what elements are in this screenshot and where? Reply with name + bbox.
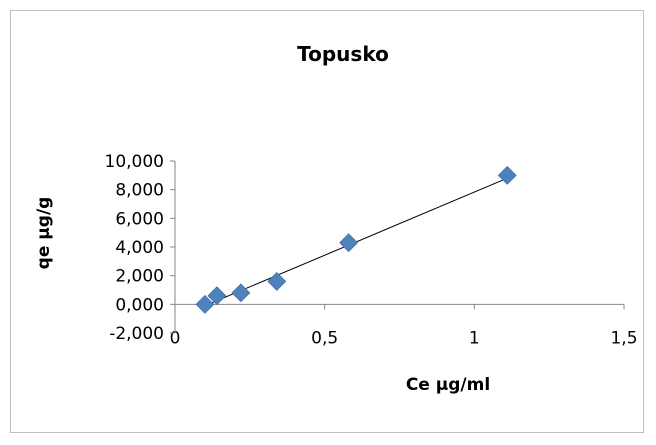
data-point — [339, 233, 359, 253]
chart-frame — [10, 10, 644, 433]
chart-title: Topusko — [297, 42, 389, 66]
y-tick-label: 2,000 — [115, 267, 164, 287]
y-tick-label: 8,000 — [115, 181, 164, 201]
y-axis-title: qe µg/g — [34, 197, 54, 270]
y-tick-label: 10,000 — [105, 152, 164, 172]
data-point — [207, 286, 227, 306]
data-point — [497, 165, 517, 185]
x-tick-label: 1 — [469, 328, 480, 348]
x-tick-label: 1,5 — [610, 328, 637, 348]
data-point — [267, 271, 287, 291]
x-tick-labels: 0 0,5 1 1,5 — [170, 328, 638, 348]
y-tick-label: -2,000 — [109, 324, 164, 344]
y-tick-label: 4,000 — [115, 238, 164, 258]
x-axis-title: Ce µg/ml — [406, 375, 490, 395]
y-tick-marks — [170, 160, 175, 334]
x-tick-label: 0,5 — [311, 328, 338, 348]
data-points — [195, 165, 517, 314]
data-point — [195, 294, 215, 314]
y-tick-labels: 10,000 8,000 6,000 4,000 2,000 0,000 -2,000 — [105, 152, 164, 344]
x-tick-marks — [174, 304, 625, 310]
data-point — [231, 283, 251, 303]
y-tick-label: 6,000 — [115, 209, 164, 229]
y-tick-label: 0,000 — [115, 295, 164, 315]
x-tick-label: 0 — [170, 328, 181, 348]
